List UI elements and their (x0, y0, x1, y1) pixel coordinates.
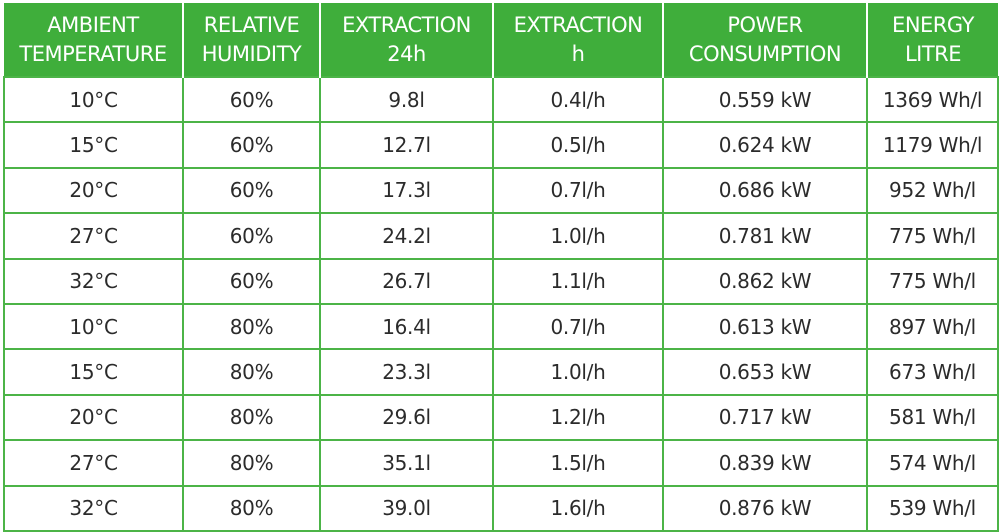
table-cell: 80% (182, 302, 321, 351)
table-row: 15°C 60% 12.7l 0.5l/h 0.624 kW 1179 Wh/l (3, 121, 999, 169)
table-cell: 15°C (3, 348, 184, 396)
header-cell: AMBIENT TEMPERATURE (4, 3, 183, 77)
table-cell: 952 Wh/l (866, 166, 999, 215)
table-cell: 1.2l/h (492, 393, 664, 442)
table-cell: 12.7l (319, 121, 494, 169)
header-line: CONSUMPTION (688, 41, 842, 66)
table-cell: 775 Wh/l (866, 212, 999, 260)
data-table: AMBIENT TEMPERATURE RELATIVE HUMIDITY EXTRAC… (3, 3, 999, 532)
table-cell: 1369 Wh/l (866, 75, 999, 124)
table-cell: 26.7l (319, 257, 494, 305)
table-cell: 1.0l/h (492, 212, 664, 260)
table-cell: 32°C (3, 257, 184, 305)
header-line: 24h (387, 41, 426, 66)
table-cell: 673 Wh/l (866, 348, 999, 396)
header-row: AMBIENT TEMPERATURE RELATIVE HUMIDITY EXTRAC… (4, 3, 998, 77)
table-cell: 35.1l (319, 439, 494, 487)
header-line: EXTRACTION (513, 12, 643, 37)
header-line: ENERGY (892, 12, 974, 37)
table-cell: 0.876 kW (662, 484, 868, 532)
table-cell: 0.4l/h (492, 75, 664, 124)
table-cell: 80% (182, 393, 321, 442)
table-cell: 1.6l/h (492, 484, 664, 532)
table-cell: 80% (182, 484, 321, 532)
table-cell: 39.0l (319, 484, 494, 532)
table-cell: 0.717 kW (662, 393, 868, 442)
table-row: 27°C 80% 35.1l 1.5l/h 0.839 kW 574 Wh/l (3, 439, 999, 487)
table-cell: 0.559 kW (662, 75, 868, 124)
table-row: 10°C 60% 9.8l 0.4l/h 0.559 kW 1369 Wh/l (3, 75, 999, 124)
table-row: 20°C 60% 17.3l 0.7l/h 0.686 kW 952 Wh/l (3, 166, 999, 215)
table-row: 32°C 80% 39.0l 1.6l/h 0.876 kW 539 Wh/l (3, 484, 999, 532)
table-cell: 581 Wh/l (866, 393, 999, 442)
header-cell: EXTRACTION h (492, 3, 663, 77)
table-cell: 80% (182, 348, 321, 396)
table-container: AMBIENT TEMPERATURE RELATIVE HUMIDITY EXTRAC… (3, 3, 999, 532)
header-line: POWER (727, 12, 803, 37)
table-cell: 0.653 kW (662, 348, 868, 396)
table-cell: 60% (182, 166, 321, 215)
table-cell: 1.1l/h (492, 257, 664, 305)
header-line: AMBIENT (47, 12, 139, 37)
table-cell: 9.8l (319, 75, 494, 124)
table-cell: 20°C (3, 393, 184, 442)
table-cell: 775 Wh/l (866, 257, 999, 305)
table-row: 10°C 80% 16.4l 0.7l/h 0.613 kW 897 Wh/l (3, 302, 999, 351)
table-body: 10°C 60% 9.8l 0.4l/h 0.559 kW 1369 Wh/l 15°C 60… (3, 75, 999, 532)
table-cell: 10°C (3, 302, 184, 351)
header-line: LITRE (904, 41, 962, 66)
table-cell: 32°C (3, 484, 184, 532)
header-cell: ENERGY LITRE (866, 3, 998, 77)
table-cell: 0.5l/h (492, 121, 664, 169)
table-cell: 1179 Wh/l (866, 121, 999, 169)
table-cell: 80% (182, 439, 321, 487)
table-cell: 60% (182, 212, 321, 260)
table-cell: 16.4l (319, 302, 494, 351)
table-cell: 0.7l/h (492, 166, 664, 215)
table-row: 27°C 60% 24.2l 1.0l/h 0.781 kW 775 Wh/l (3, 212, 999, 260)
table-cell: 60% (182, 121, 321, 169)
table-cell: 27°C (3, 439, 184, 487)
table-cell: 0.613 kW (662, 302, 868, 351)
table-cell: 1.0l/h (492, 348, 664, 396)
table-cell: 0.862 kW (662, 257, 868, 305)
table-cell: 17.3l (319, 166, 494, 215)
table-cell: 10°C (3, 75, 184, 124)
table-cell: 60% (182, 257, 321, 305)
header-cell: EXTRACTION 24h (319, 3, 493, 77)
table-cell: 23.3l (319, 348, 494, 396)
table-cell: 29.6l (319, 393, 494, 442)
table-row: 32°C 60% 26.7l 1.1l/h 0.862 kW 775 Wh/l (3, 257, 999, 305)
table-cell: 24.2l (319, 212, 494, 260)
table-cell: 27°C (3, 212, 184, 260)
table-cell: 1.5l/h (492, 439, 664, 487)
table-cell: 0.839 kW (662, 439, 868, 487)
table-cell: 20°C (3, 166, 184, 215)
header-line: RELATIVE (203, 12, 300, 37)
table-cell: 15°C (3, 121, 184, 169)
header-line: h (571, 41, 585, 66)
table-cell: 574 Wh/l (866, 439, 999, 487)
table-row: 20°C 80% 29.6l 1.2l/h 0.717 kW 581 Wh/l (3, 393, 999, 442)
table-cell: 897 Wh/l (866, 302, 999, 351)
table-cell: 60% (182, 75, 321, 124)
header-line: TEMPERATURE (19, 41, 167, 66)
header-line: HUMIDITY (201, 41, 302, 66)
header-cell: RELATIVE HUMIDITY (182, 3, 320, 77)
header-line: EXTRACTION (342, 12, 471, 37)
table-cell: 0.781 kW (662, 212, 868, 260)
table-row: 15°C 80% 23.3l 1.0l/h 0.653 kW 673 Wh/l (3, 348, 999, 396)
header-cell: POWER CONSUMPTION (662, 3, 867, 77)
table-cell: 0.624 kW (662, 121, 868, 169)
table-cell: 0.7l/h (492, 302, 664, 351)
table-cell: 0.686 kW (662, 166, 868, 215)
table-cell: 539 Wh/l (866, 484, 999, 532)
